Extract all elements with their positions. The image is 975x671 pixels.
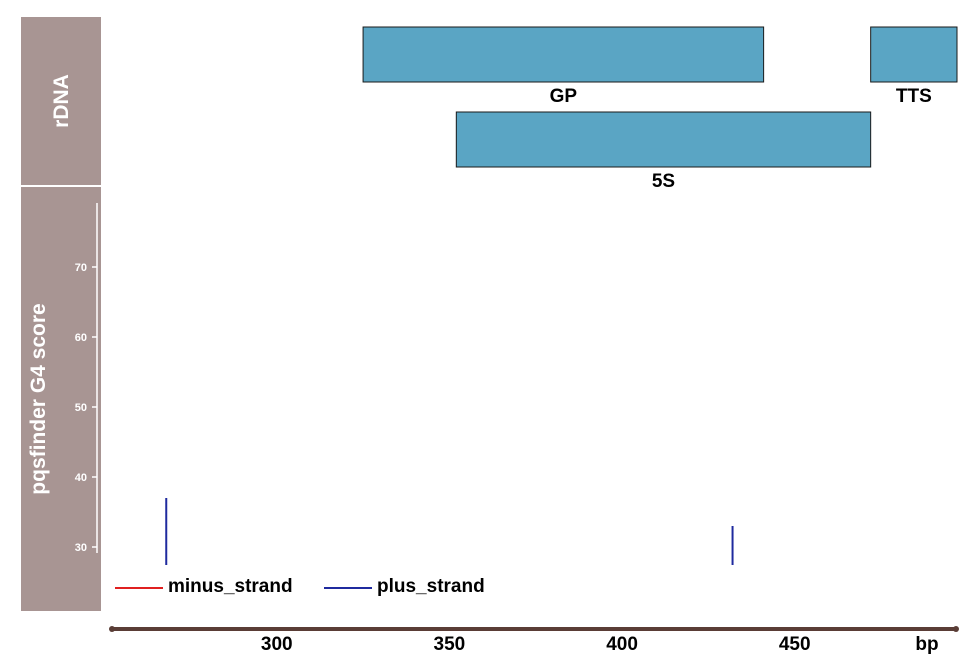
legend-label-minus-strand: minus_strand [168,576,293,597]
track-panel-rdna [21,17,101,185]
x-tick-label: 350 [434,634,466,655]
feature-label-gp: GP [550,86,578,107]
track-label-score: pqsfinder G4 score [27,303,50,494]
y-tick-label: 50 [75,402,87,414]
rdna-features: GP TTS 5S [362,26,958,192]
g4-score-marks [165,498,734,565]
feature-label-tts: TTS [896,86,932,107]
feature-label-5s: 5S [652,171,675,192]
y-tick-label: 60 [75,332,87,344]
x-tick-label: 300 [261,634,293,655]
feature-box-5s [455,111,872,168]
x-axis-unit: bp [915,634,938,655]
track-panel-score [21,187,101,611]
x-axis-end-right [953,626,959,632]
y-tick-label: 70 [75,262,87,274]
x-tick-label: 400 [606,634,638,655]
track-label-rdna: rDNA [50,74,73,128]
y-tick-label: 30 [75,542,87,554]
feature-box-gp [362,26,765,83]
y-axis-ticks: 30 40 50 60 70 [75,262,97,554]
y-tick-label: 40 [75,472,87,484]
feature-box-tts [870,26,958,83]
legend-label-plus-strand: plus_strand [377,576,485,597]
x-tick-label: 450 [779,634,811,655]
legend: minus_strand plus_strand [115,576,485,597]
x-axis-end-left [109,626,115,632]
x-axis-ticks: 300 350 400 450 [261,634,811,655]
